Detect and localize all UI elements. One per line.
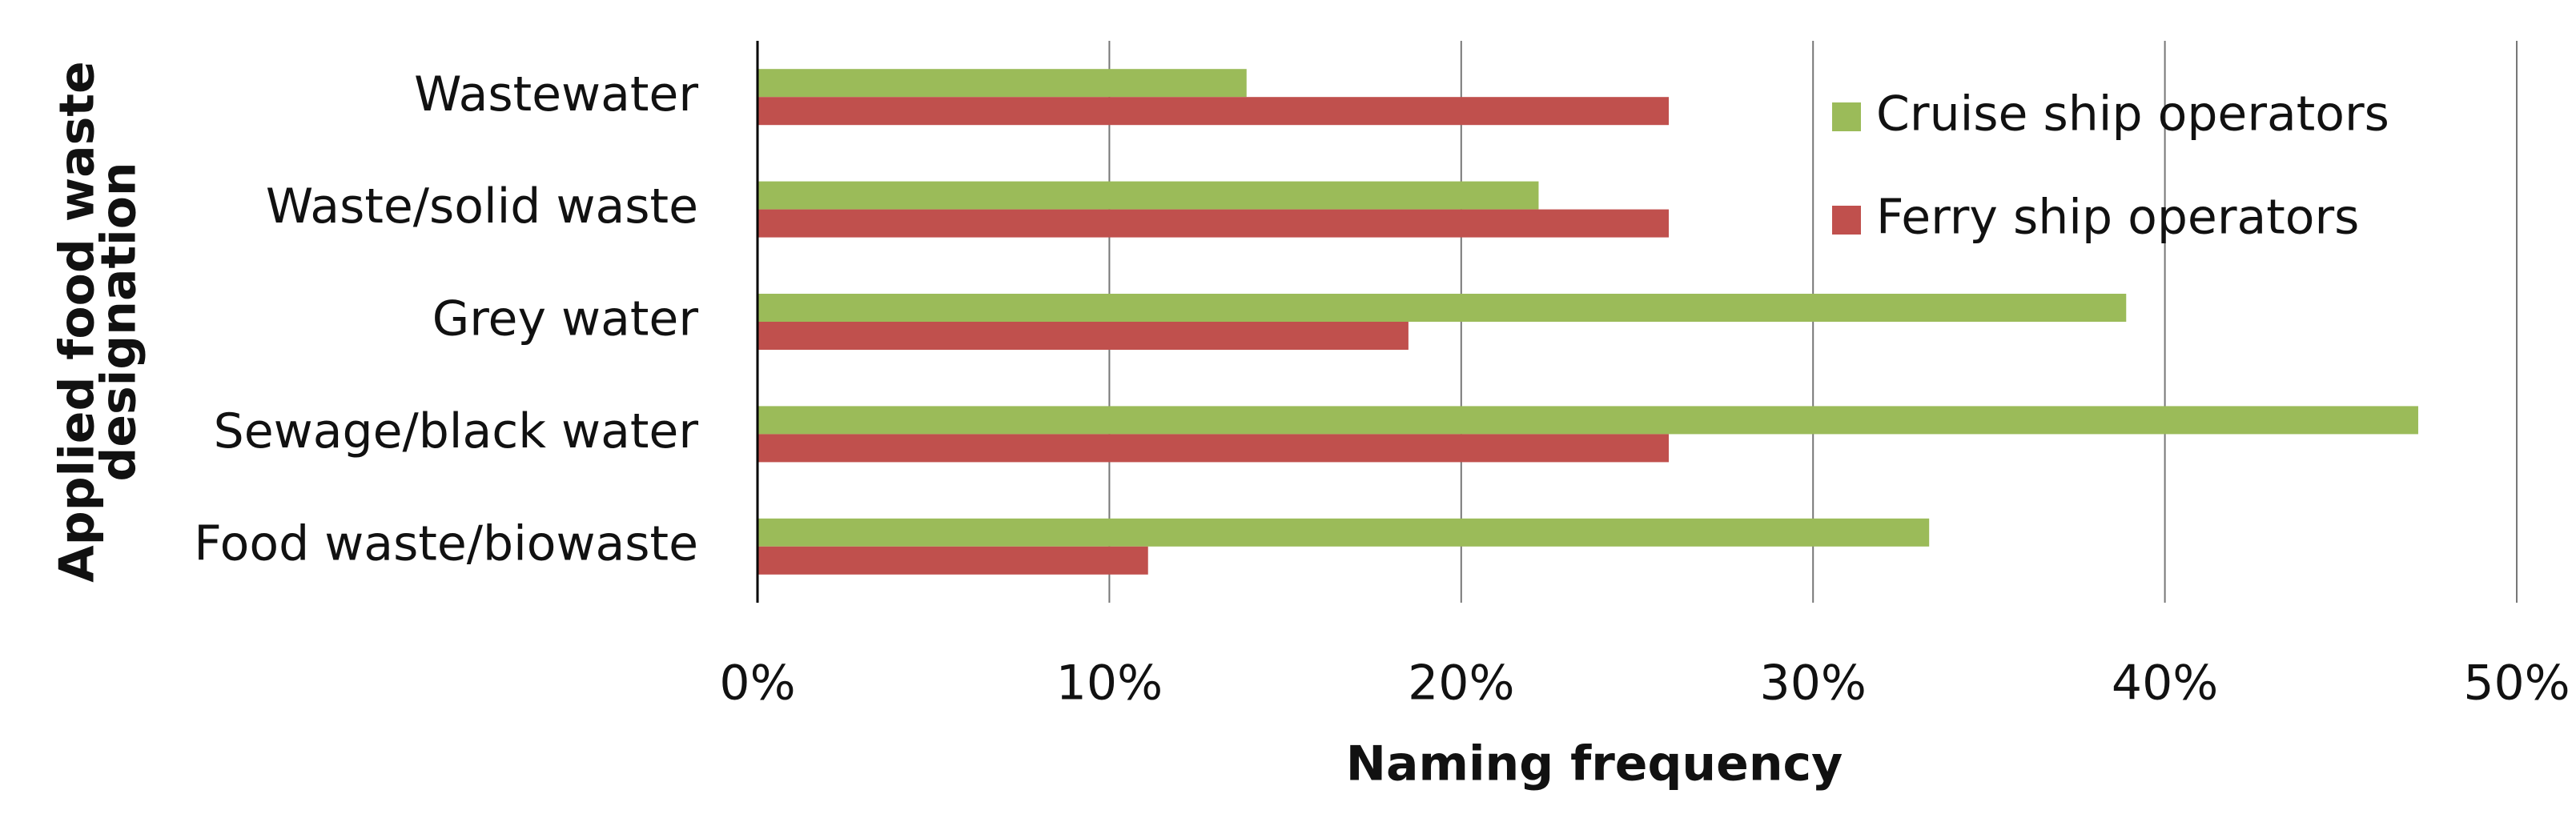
y-tick-label: Grey water — [432, 291, 699, 347]
y-tick-label: Food waste/biowaste — [194, 515, 698, 571]
y-tick-label: Sewage/black water — [214, 403, 699, 459]
x-tick-label: 10% — [1056, 656, 1163, 712]
bar — [758, 97, 1670, 126]
x-tick-label: 30% — [1760, 656, 1867, 712]
y-tick-label: Waste/solid waste — [266, 178, 698, 235]
x-tick-label: 40% — [2112, 656, 2218, 712]
legend-label: Cruise ship operators — [1876, 86, 2389, 142]
legend-swatch — [1832, 206, 1861, 235]
y-tick-label: Wastewater — [414, 66, 698, 122]
bar — [758, 209, 1670, 238]
legend-swatch — [1832, 102, 1861, 131]
bar — [758, 322, 1409, 350]
x-axis-title: Naming frequency — [1346, 736, 1843, 792]
bar — [758, 406, 2418, 435]
bar — [758, 69, 1247, 98]
bar — [758, 294, 2127, 322]
y-axis-title: designation — [91, 162, 147, 481]
bar — [758, 546, 1148, 575]
x-tick-label: 0% — [719, 656, 795, 712]
bar — [758, 518, 1930, 547]
legend-label: Ferry ship operators — [1876, 190, 2359, 246]
y-axis-title: Applied food waste — [50, 61, 106, 582]
bar — [758, 434, 1670, 463]
x-tick-label: 20% — [1408, 656, 1514, 712]
bar — [758, 181, 1539, 210]
x-tick-label: 50% — [2463, 656, 2570, 712]
